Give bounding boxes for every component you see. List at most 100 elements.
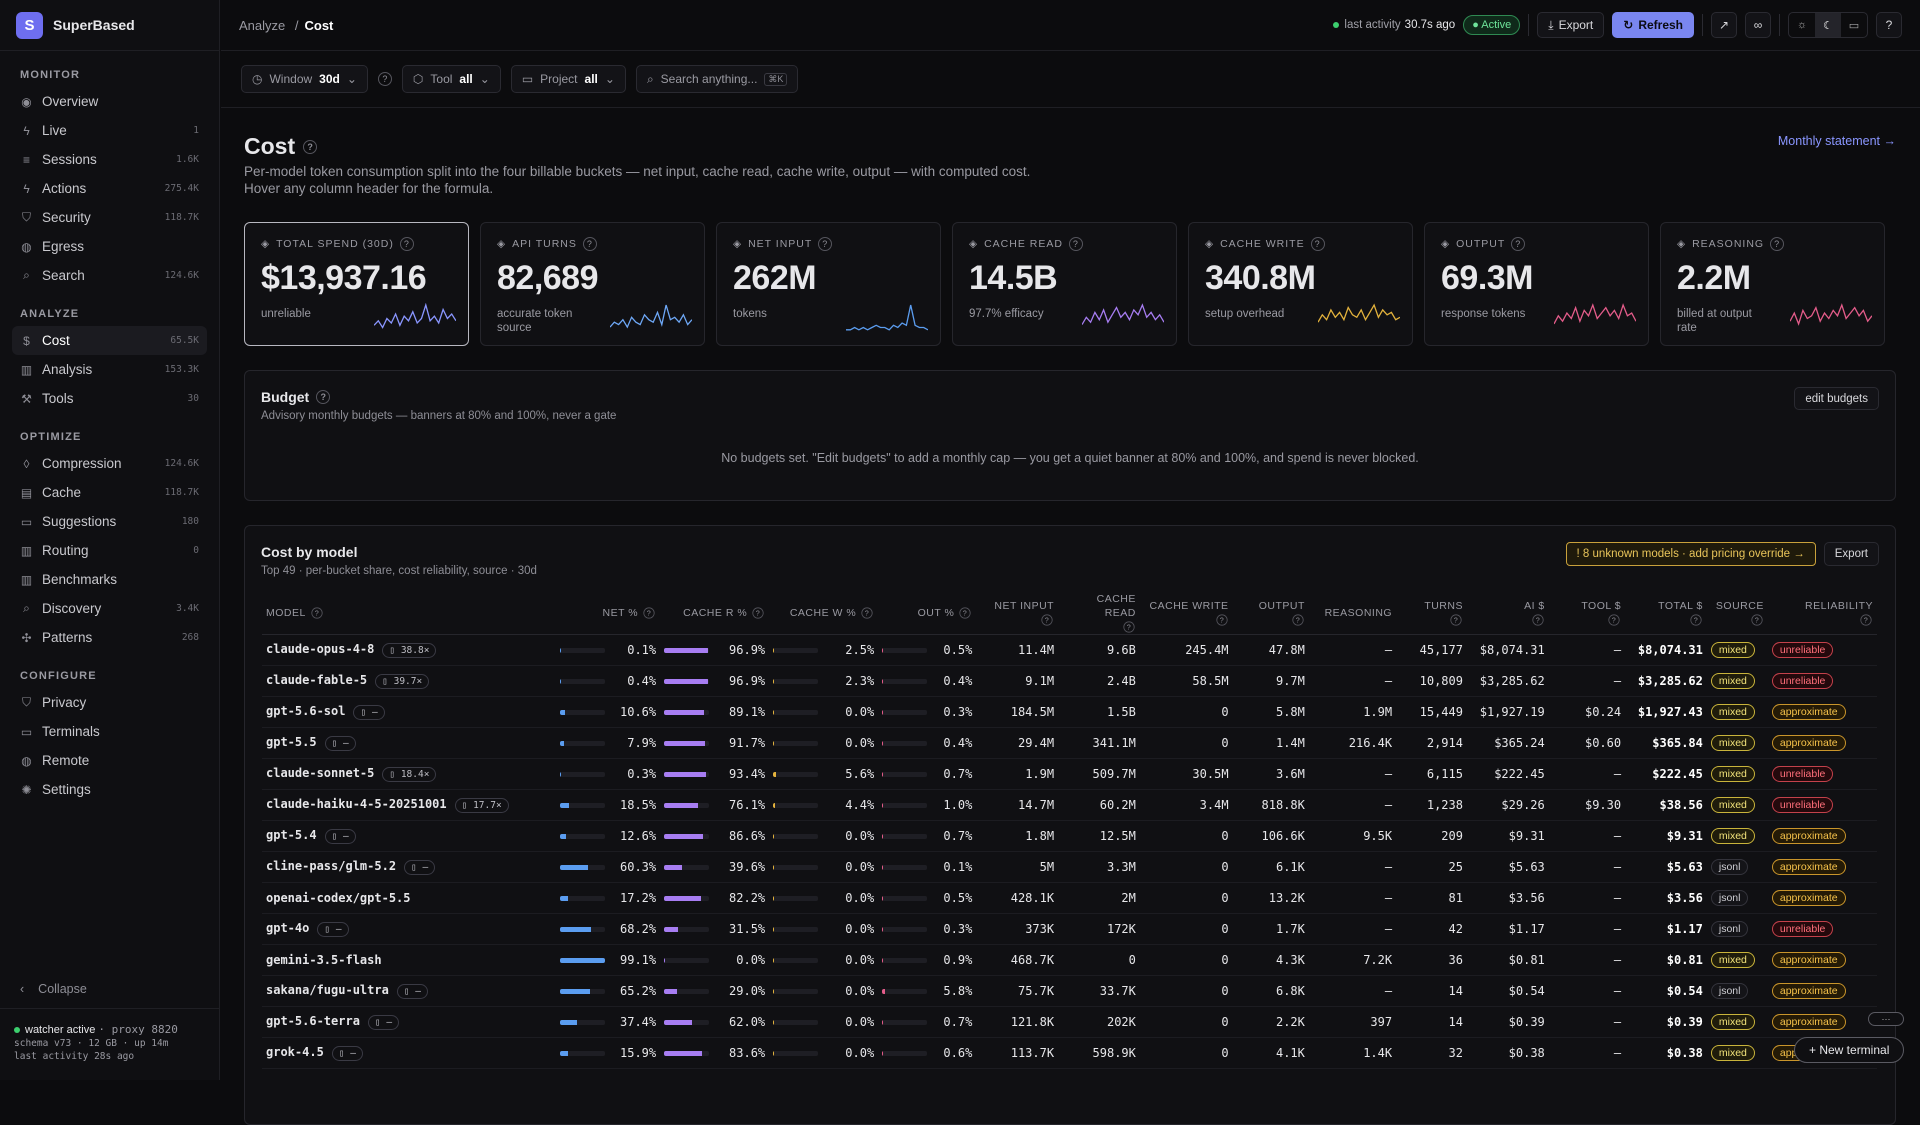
table-row[interactable]: gpt-5.6-sol ▯ —10.6% 89.1% 0.0% 0.3% 184.5M 1.… <box>262 696 1877 728</box>
help-icon[interactable]: ? <box>1511 237 1526 251</box>
help-icon[interactable]: ? <box>399 237 414 251</box>
help-icon[interactable]: ? <box>1690 614 1702 626</box>
column-header[interactable]: MODEL? <box>262 592 557 635</box>
tool-filter[interactable]: ⬡ Tool all ⌄ <box>401 65 501 93</box>
sidebar-item-discovery[interactable]: ⌕ Discovery 3.4K <box>12 594 207 623</box>
help-icon[interactable]: ? <box>1770 237 1785 251</box>
sidebar-item-cost[interactable]: $ Cost 65.5K <box>12 326 207 355</box>
column-header[interactable]: TOTAL $? <box>1625 592 1707 635</box>
sidebar-item-terminals[interactable]: ▭ Terminals <box>12 717 207 746</box>
model-name[interactable]: gpt-4o <box>266 921 310 935</box>
collapse-button[interactable]: ‹ Collapse <box>20 982 87 996</box>
sun-icon[interactable]: ☼ <box>1796 19 1808 31</box>
sidebar-item-suggestions[interactable]: ▭ Suggestions 180 <box>12 507 207 536</box>
sidebar-item-security[interactable]: ⛉ Security 118.7K <box>12 203 207 232</box>
kpi-card[interactable]: ◈ REASONING? 2.2M billed at output rate <box>1660 222 1885 346</box>
sidebar-item-benchmarks[interactable]: ▥ Benchmarks <box>12 565 207 594</box>
refresh-button[interactable]: ↻ Refresh <box>1612 12 1694 38</box>
copy-link-button[interactable]: ∞ <box>1745 12 1771 38</box>
sidebar-item-search[interactable]: ⌕ Search 124.6K <box>12 261 207 290</box>
help-icon[interactable]: ? <box>959 607 971 619</box>
column-header[interactable]: OUTPUT? <box>1232 592 1309 635</box>
help-icon[interactable]: ? <box>311 607 323 619</box>
column-header[interactable]: CACHE WRITE? <box>1139 592 1233 635</box>
table-row[interactable]: cline-pass/glm-5.2 ▯ — 60.3% 39.6% 0.0% 0.1% 5… <box>262 851 1877 883</box>
column-header[interactable]: TURNS? <box>1396 592 1467 635</box>
kpi-card[interactable]: ◈ CACHE WRITE? 340.8M setup overhead <box>1188 222 1413 346</box>
help-icon[interactable]: ? <box>818 237 833 251</box>
help-button[interactable]: ? <box>1876 12 1902 38</box>
help-icon[interactable]: ? <box>1041 614 1053 626</box>
help-icon[interactable]: ? <box>1123 621 1135 633</box>
kpi-card[interactable]: ◈ API TURNS? 82,689 accurate token source <box>480 222 705 346</box>
sidebar-item-egress[interactable]: ◍ Egress <box>12 232 207 261</box>
sidebar-item-privacy[interactable]: ⛉ Privacy <box>12 688 207 717</box>
help-icon[interactable]: ? <box>1292 614 1304 626</box>
open-external-button[interactable]: ↗ <box>1711 12 1737 38</box>
help-icon[interactable]: ? <box>643 607 655 619</box>
kpi-card[interactable]: ◈ TOTAL SPEND (30D)? $13,937.16 unreliable <box>244 222 469 346</box>
sidebar-item-patterns[interactable]: ✣ Patterns 268 <box>12 623 207 652</box>
table-row[interactable]: claude-sonnet-5 ▯ 18.4× 0.3% 93.4% 5.6% 0.7% 1… <box>262 758 1877 790</box>
table-row[interactable]: sakana/fugu-ultra ▯ — 65.2% 29.0% 0.0% 5.8% 75… <box>262 975 1877 1007</box>
column-header[interactable]: CACHE READ? <box>1058 592 1140 635</box>
model-name[interactable]: claude-haiku-4-5-20251001 <box>266 797 447 811</box>
table-row[interactable]: gpt-5.4 ▯ — 12.6% 86.6% 0.0% 0.7% 1.8M 12.5M 0 10… <box>262 820 1877 852</box>
sidebar-item-sessions[interactable]: ≡ Sessions 1.6K <box>12 145 207 174</box>
table-row[interactable]: claude-opus-4-8 ▯ 38.8× 0.1% 96.9% 2.5% 0.5% 1… <box>262 634 1877 666</box>
search-input[interactable]: ⌕ Search anything... ⌘K <box>635 65 799 93</box>
sidebar-item-cache[interactable]: ▤ Cache 118.7K <box>12 478 207 507</box>
column-header[interactable]: REASONING <box>1308 592 1397 635</box>
monthly-statement-link[interactable]: Monthly statement → <box>1777 134 1896 148</box>
new-terminal-button[interactable]: + New terminal <box>1794 1037 1905 1063</box>
help-icon[interactable]: ? <box>861 607 873 619</box>
model-name[interactable]: grok-4.5 <box>266 1045 324 1059</box>
sidebar-item-remote[interactable]: ◍ Remote <box>12 746 207 775</box>
help-icon[interactable]: ? <box>1860 614 1872 626</box>
table-row[interactable]: grok-4.5 ▯ — 15.9% 83.6% 0.0% 0.6% 113.7K 598.9… <box>262 1037 1877 1069</box>
help-icon[interactable]: ? <box>752 607 764 619</box>
column-header[interactable]: SOURCE? <box>1706 592 1768 635</box>
column-header[interactable]: AI $? <box>1466 592 1549 635</box>
unknown-models-warning-button[interactable]: ! 8 unknown models · add pricing overrid… <box>1565 542 1816 566</box>
model-name[interactable]: openai-codex/gpt-5.5 <box>266 891 411 905</box>
brand[interactable]: S SuperBased <box>0 0 219 51</box>
monitor-icon[interactable]: ▭ <box>1848 19 1860 32</box>
model-name[interactable]: gpt-5.6-sol <box>266 704 346 718</box>
column-header[interactable]: RELIABILITY? <box>1767 592 1877 635</box>
table-row[interactable]: gpt-4o ▯ — 68.2% 31.5% 0.0% 0.3% 373K 172K 0 1.7K… <box>262 913 1877 945</box>
help-icon[interactable]: ? <box>582 237 597 251</box>
column-header[interactable]: CACHE W %? <box>769 592 879 635</box>
column-header[interactable]: NET %? <box>556 592 661 635</box>
help-icon[interactable]: ? <box>1215 614 1228 626</box>
column-header[interactable]: CACHE R %? <box>660 592 770 635</box>
moon-icon[interactable]: ☾ <box>1815 13 1841 37</box>
kpi-card[interactable]: ◈ NET INPUT? 262M tokens <box>716 222 941 346</box>
model-name[interactable]: gpt-5.5 <box>266 735 317 749</box>
model-name[interactable]: claude-opus-4-8 <box>266 642 375 656</box>
help-icon[interactable]: ? <box>316 390 331 404</box>
kpi-card[interactable]: ◈ OUTPUT? 69.3M response tokens <box>1424 222 1649 346</box>
help-icon[interactable]: ? <box>377 72 392 86</box>
table-row[interactable]: openai-codex/gpt-5.5 17.2% 82.2% 0.0% 0.5% 42… <box>262 882 1877 914</box>
sidebar-item-overview[interactable]: ◉ Overview <box>12 87 207 116</box>
sidebar-item-actions[interactable]: ϟ Actions 275.4K <box>12 174 207 203</box>
model-name[interactable]: sakana/fugu-ultra <box>266 983 389 997</box>
table-export-button[interactable]: Export <box>1823 542 1879 566</box>
model-name[interactable]: gpt-5.4 <box>266 828 317 842</box>
column-header[interactable]: NET INPUT? <box>976 592 1059 635</box>
help-icon[interactable]: ? <box>1751 614 1763 626</box>
sidebar-item-analysis[interactable]: ▥ Analysis 153.3K <box>12 355 207 384</box>
help-icon[interactable]: ? <box>1532 614 1544 626</box>
sidebar-item-live[interactable]: ϟ Live 1 <box>12 116 207 145</box>
column-header[interactable]: TOOL $? <box>1548 592 1626 635</box>
model-name[interactable]: gpt-5.6-terra <box>266 1014 360 1028</box>
project-filter[interactable]: ▭ Project all ⌄ <box>510 65 626 93</box>
sidebar-item-tools[interactable]: ⚒ Tools 30 <box>12 384 207 413</box>
help-icon[interactable]: ? <box>303 139 318 154</box>
more-options-button[interactable]: ··· <box>1868 1012 1904 1026</box>
model-name[interactable]: gemini-3.5-flash <box>266 953 382 967</box>
kpi-card[interactable]: ◈ CACHE READ? 14.5B 97.7% efficacy <box>952 222 1177 346</box>
column-header[interactable]: OUT %? <box>878 592 977 635</box>
breadcrumb-parent[interactable]: Analyze <box>239 17 286 33</box>
